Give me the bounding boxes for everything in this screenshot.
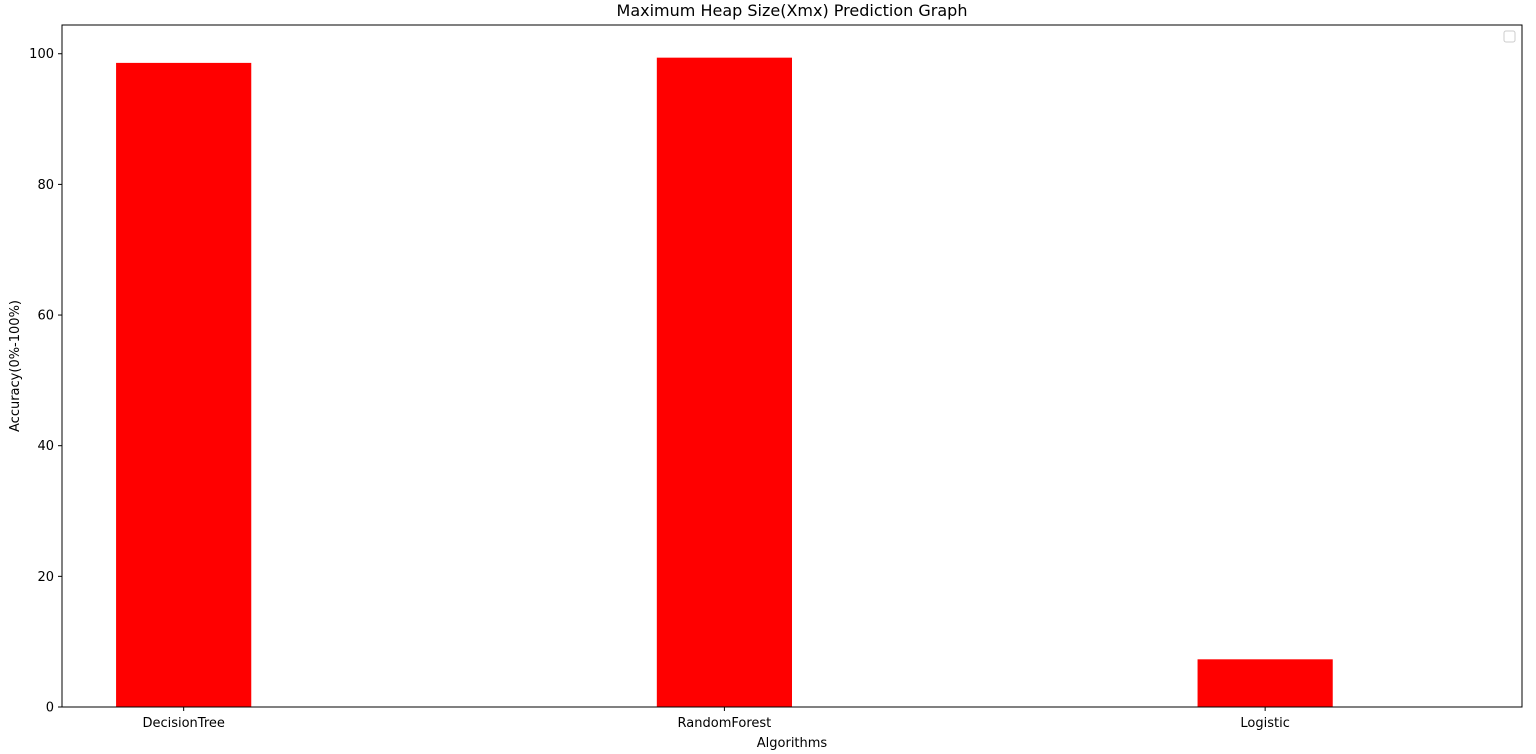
- plot-frame: [61, 24, 1523, 708]
- bars-layer: [116, 57, 1333, 707]
- x-axis-label: Algorithms: [757, 736, 828, 751]
- y-axis-label: Accuracy(0%-100%): [8, 300, 23, 432]
- y-tick-label: 80: [37, 178, 54, 193]
- x-tick-label-decisiontree: DecisionTree: [142, 716, 224, 731]
- y-tick-label: 100: [29, 47, 54, 62]
- x-tick-label-randomforest: RandomForest: [678, 716, 772, 731]
- y-tick-label: 0: [46, 701, 54, 716]
- x-tick-label-logistic: Logistic: [1240, 716, 1289, 731]
- bar-randomforest: [656, 57, 792, 707]
- x-axis: DecisionTree RandomForest Logistic: [142, 707, 1290, 731]
- chart-title: Maximum Heap Size(Xmx) Prediction Graph: [617, 1, 968, 20]
- bar-logistic: [1197, 659, 1333, 707]
- y-tick-label: 60: [37, 309, 54, 324]
- legend-box: [1503, 30, 1516, 43]
- y-tick-label: 20: [37, 570, 54, 585]
- y-axis: 0 20 40 60 80 100: [29, 47, 62, 716]
- bar-decisiontree: [116, 62, 252, 707]
- y-tick-label: 40: [37, 439, 54, 454]
